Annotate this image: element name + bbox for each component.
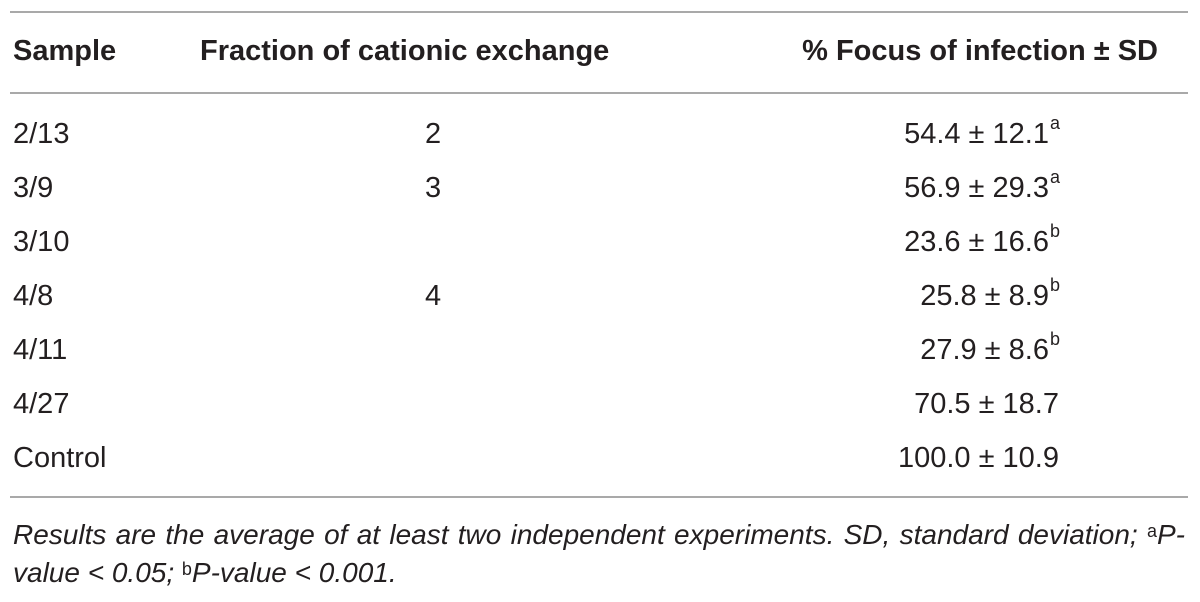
cell-sample: 4/27 (13, 388, 70, 420)
table-row: 2/13 2 54.4 ± 12.1a (0, 114, 1200, 174)
significance-marker: a (1049, 167, 1060, 187)
footnote-text: P-value < 0.001. (191, 557, 397, 588)
footnote-marker-b: b (181, 559, 192, 579)
cell-focus-value: 54.4 ± 12.1a (904, 114, 1060, 150)
cell-focus-value: 70.5 ± 18.7 (914, 390, 1060, 419)
table-row: 3/9 3 56.9 ± 29.3a (0, 168, 1200, 228)
table-row: 3/10 23.6 ± 16.6b (0, 222, 1200, 282)
value-text: 70.5 ± 18.7 (914, 388, 1059, 420)
significance-marker: b (1049, 221, 1060, 241)
header-fraction: Fraction of cationic exchange (200, 35, 610, 67)
table-row: 4/27 70.5 ± 18.7 (0, 390, 1200, 444)
significance-marker: b (1049, 275, 1060, 295)
value-text: 27.9 ± 8.6 (920, 334, 1049, 366)
cell-sample: Control (13, 442, 107, 474)
significance-marker: b (1049, 329, 1060, 349)
table-footnote: Results are the average of at least two … (13, 516, 1185, 592)
cell-focus-value: 100.0 ± 10.9 (898, 444, 1060, 473)
value-text: 56.9 ± 29.3 (904, 172, 1049, 204)
footnote-text: P-value < 0.05; (13, 519, 1185, 588)
value-text: 100.0 ± 10.9 (897, 442, 1059, 474)
cell-sample: 2/13 (13, 118, 70, 150)
cell-focus-value: 56.9 ± 29.3a (904, 168, 1060, 204)
cell-fraction: 4 (425, 280, 442, 312)
cell-focus-value: 25.8 ± 8.9b (920, 276, 1060, 312)
footnote-text: Results are the average of at least two … (13, 519, 1147, 550)
header-focus-of-infection: % Focus of infection ± SD (802, 35, 1158, 67)
table-header-rule (10, 92, 1188, 94)
header-sample: Sample (13, 35, 117, 67)
cell-fraction: 3 (425, 172, 442, 204)
cell-focus-value: 27.9 ± 8.6b (920, 330, 1060, 366)
cell-focus-value: 23.6 ± 16.6b (904, 222, 1060, 258)
cell-sample: 4/11 (13, 334, 68, 366)
significance-marker: a (1049, 113, 1060, 133)
cell-fraction: 2 (425, 118, 442, 150)
table-bottom-rule (10, 496, 1188, 498)
footnote-marker-a: a (1146, 521, 1157, 541)
table-row: 4/8 4 25.8 ± 8.9b (0, 276, 1200, 336)
value-text: 25.8 ± 8.9 (920, 280, 1049, 312)
value-text: 23.6 ± 16.6 (904, 226, 1049, 258)
cell-sample: 3/9 (13, 172, 54, 204)
table-row: 4/11 27.9 ± 8.6b (0, 330, 1200, 390)
cell-sample: 3/10 (13, 226, 70, 258)
table-top-rule (10, 11, 1188, 13)
cell-sample: 4/8 (13, 280, 54, 312)
value-text: 54.4 ± 12.1 (904, 118, 1049, 150)
table-row: Control 100.0 ± 10.9 (0, 444, 1200, 498)
